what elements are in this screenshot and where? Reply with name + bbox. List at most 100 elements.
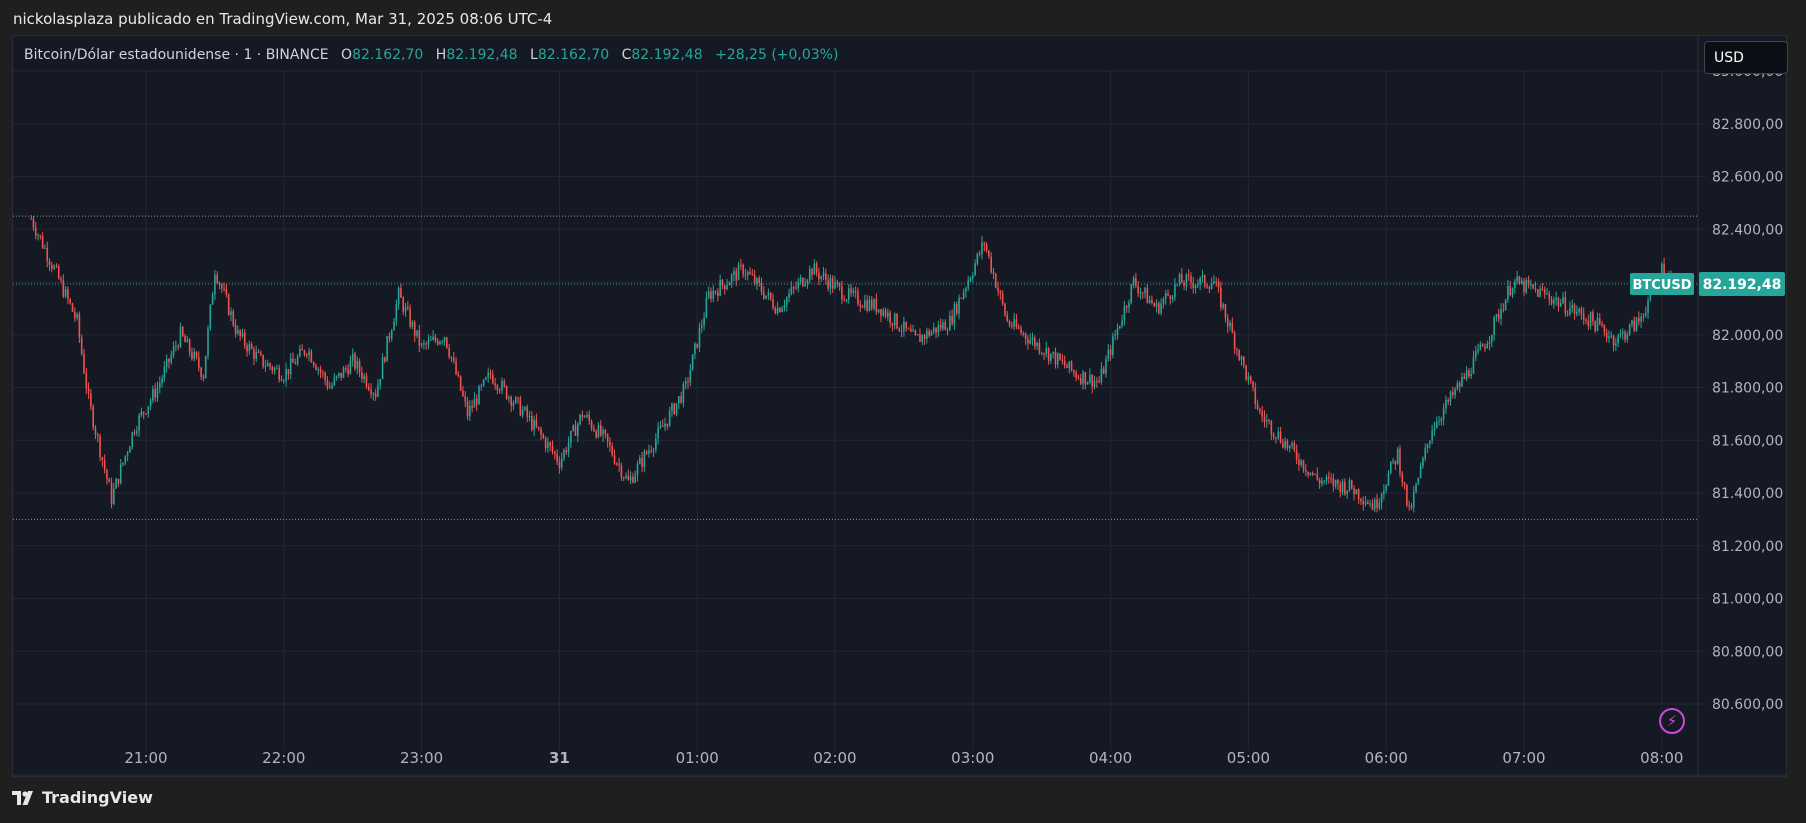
candle-body-up (1422, 458, 1424, 467)
candle-body-down (168, 358, 170, 363)
high-key: H (435, 47, 447, 63)
candle-body-up (1171, 297, 1174, 300)
candle-body-down (402, 297, 405, 312)
candle-body-up (567, 442, 570, 453)
candle-body-up (1277, 431, 1280, 439)
candle-body-up (1610, 335, 1613, 337)
candle-body-down (489, 372, 492, 375)
candle-body-down (760, 283, 763, 293)
candle-body-up (333, 377, 336, 385)
candle-body-up (1435, 421, 1438, 429)
candle-body-down (1259, 409, 1261, 412)
candle-body-down (1298, 459, 1300, 466)
candle-body-down (1192, 282, 1195, 288)
candle-body-up (115, 478, 117, 489)
candle-body-down (825, 273, 827, 280)
candle-body-up (1615, 343, 1617, 346)
candle-body-up (140, 411, 143, 416)
candle-body-up (705, 297, 708, 318)
candle-body-down (367, 386, 370, 390)
candle-body-down (549, 442, 552, 446)
candle-body-down (1663, 263, 1665, 280)
candle-body-down (322, 372, 324, 374)
candle-body-down (831, 278, 834, 289)
candle-body-up (317, 369, 320, 371)
candle-body-up (719, 279, 721, 296)
candle-body-down (1633, 320, 1636, 331)
candle-body-up (967, 280, 970, 289)
candle-body-up (1128, 302, 1130, 308)
candle-body-down (1252, 381, 1254, 388)
candle-body-up (230, 311, 232, 315)
candle-body-up (416, 330, 418, 337)
candle-body-up (163, 367, 166, 379)
candle-body-up (1029, 339, 1032, 344)
candle-body-down (34, 227, 37, 236)
candle-body-down (1401, 473, 1404, 483)
candle-body-up (1130, 284, 1133, 303)
tradingview-brand[interactable]: TradingView (12, 788, 153, 807)
candle-body-up (1474, 351, 1477, 358)
candle-body-up (657, 427, 659, 439)
candle-body-up (175, 346, 177, 348)
candle-body-down (145, 413, 147, 415)
candle-body-up (1525, 279, 1528, 293)
candle-body-up (1442, 408, 1445, 419)
candle-body-down (1327, 476, 1330, 479)
symbol-description[interactable]: Bitcoin/Dólar estadounidense · 1 · BINAN… (24, 47, 329, 63)
candle-body-down (955, 304, 958, 314)
candle-body-down (526, 407, 529, 417)
candle-body-down (41, 236, 44, 248)
candle-body-down (1332, 478, 1335, 487)
candle-body-down (462, 390, 464, 396)
candle-body-up (1013, 319, 1015, 327)
candle-body-up (776, 308, 779, 314)
candle-body-down (537, 426, 540, 429)
candle-body-up (1431, 430, 1433, 441)
candle-body-up (528, 416, 531, 418)
candle-body-down (1452, 391, 1454, 396)
candle-body-up (893, 313, 896, 326)
price-tick-label: 82.000,00 (1712, 328, 1783, 344)
candle-body-up (962, 291, 965, 299)
candle-body-down (1305, 469, 1307, 472)
candle-body-up (1056, 353, 1059, 365)
lightning-icon[interactable]: ⚡ (1659, 708, 1685, 734)
candle-body-down (374, 393, 377, 397)
candle-body-up (873, 299, 875, 309)
candle-body-up (1516, 276, 1518, 282)
candle-body-down (1040, 352, 1043, 354)
candle-body-down (1557, 297, 1560, 307)
candle-body-down (354, 353, 356, 369)
candle-body-up (170, 354, 173, 363)
candle-body-down (632, 476, 634, 483)
candle-body-down (1231, 322, 1234, 333)
candle-body-up (1291, 443, 1293, 446)
candle-body-down (347, 369, 349, 375)
candle-body-up (625, 475, 627, 478)
candle-body-up (1392, 460, 1394, 462)
candle-body-up (1247, 376, 1250, 380)
candle-body-down (1316, 473, 1319, 480)
candle-body-up (781, 308, 783, 312)
candle-body-up (726, 285, 728, 290)
candle-body-down (641, 457, 643, 467)
price-tick-label: 82.800,00 (1712, 117, 1783, 133)
candle-body-down (1059, 353, 1061, 360)
candle-body-up (1288, 445, 1291, 448)
candle-body-down (30, 218, 32, 220)
candle-body-down (574, 425, 577, 436)
candle-body-down (1337, 479, 1339, 484)
candle-body-down (544, 438, 547, 449)
chart-panel[interactable] (12, 35, 1787, 777)
candle-body-down (278, 367, 281, 380)
currency-button[interactable]: USD (1704, 41, 1788, 74)
candle-body-down (62, 280, 65, 297)
candle-body-up (342, 368, 345, 378)
candle-body-up (411, 322, 414, 327)
candle-body-up (813, 263, 816, 275)
candle-body-down (593, 428, 595, 431)
candle-body-up (932, 327, 935, 332)
candle-body-up (1160, 303, 1162, 314)
